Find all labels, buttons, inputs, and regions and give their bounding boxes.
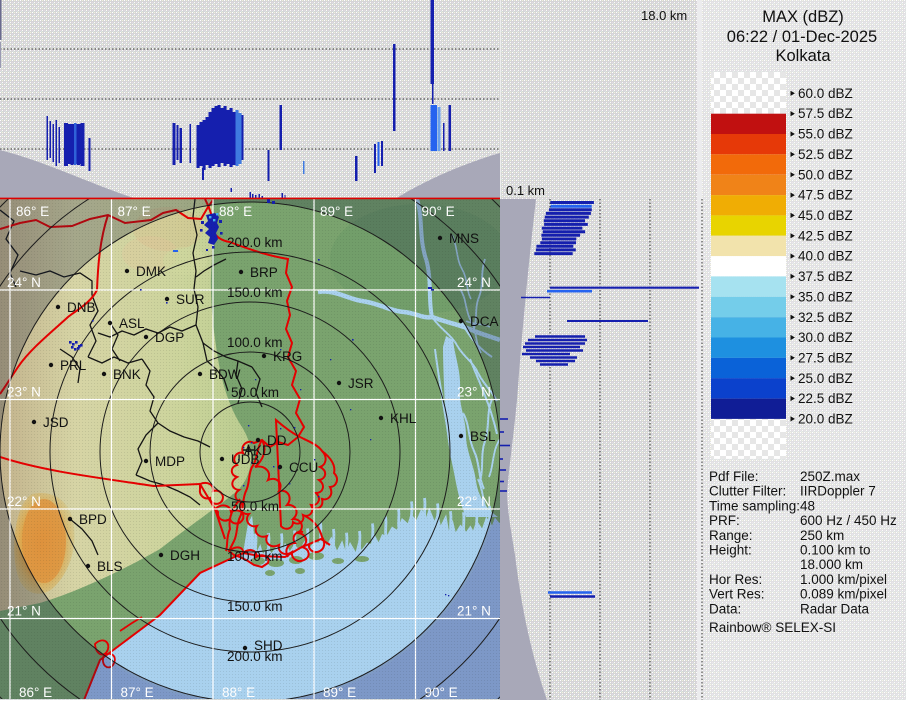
svg-text:250Z.max: 250Z.max xyxy=(800,469,860,484)
svg-text:Clutter Filter:: Clutter Filter: xyxy=(709,484,786,499)
svg-text:50.0 dBZ: 50.0 dBZ xyxy=(798,167,853,182)
svg-text:Range:: Range: xyxy=(709,528,753,543)
svg-text:0.089 km/pixel: 0.089 km/pixel xyxy=(800,587,887,602)
svg-text:Rainbow® SELEX-SI: Rainbow® SELEX-SI xyxy=(709,620,836,635)
svg-text:250 km: 250 km xyxy=(800,528,844,543)
svg-text:60.0 dBZ: 60.0 dBZ xyxy=(798,86,853,101)
svg-text:18.000 km: 18.000 km xyxy=(800,557,863,572)
svg-text:42.5 dBZ: 42.5 dBZ xyxy=(798,228,853,243)
svg-text:06:22 / 01-Dec-2025: 06:22 / 01-Dec-2025 xyxy=(727,28,877,46)
svg-text:22.5 dBZ: 22.5 dBZ xyxy=(798,391,853,406)
svg-text:PRF:: PRF: xyxy=(709,513,740,528)
svg-text:25.0 dBZ: 25.0 dBZ xyxy=(798,371,853,386)
svg-text:Time sampling:48: Time sampling:48 xyxy=(709,498,815,513)
svg-text:Kolkata: Kolkata xyxy=(775,47,831,65)
svg-text:57.5 dBZ: 57.5 dBZ xyxy=(798,106,853,121)
svg-text:Radar Data: Radar Data xyxy=(800,601,870,616)
svg-text:45.0 dBZ: 45.0 dBZ xyxy=(798,208,853,223)
svg-text:1.000 km/pixel: 1.000 km/pixel xyxy=(800,572,887,587)
svg-text:20.0 dBZ: 20.0 dBZ xyxy=(798,412,853,427)
svg-text:Vert Res:: Vert Res: xyxy=(709,587,765,602)
svg-text:37.5 dBZ: 37.5 dBZ xyxy=(798,269,853,284)
svg-text:MAX (dBZ): MAX (dBZ) xyxy=(762,8,844,26)
svg-text:Pdf File:: Pdf File: xyxy=(709,469,759,484)
svg-text:55.0 dBZ: 55.0 dBZ xyxy=(798,127,853,142)
svg-text:Hor Res:: Hor Res: xyxy=(709,572,762,587)
svg-text:18.0 km: 18.0 km xyxy=(641,8,687,23)
svg-text:35.0 dBZ: 35.0 dBZ xyxy=(798,289,853,304)
svg-text:600 Hz / 450 Hz: 600 Hz / 450 Hz xyxy=(800,513,897,528)
svg-text:IIRDoppler 7: IIRDoppler 7 xyxy=(800,484,876,499)
svg-text:47.5 dBZ: 47.5 dBZ xyxy=(798,188,853,203)
svg-text:0.100 km to: 0.100 km to xyxy=(800,543,871,558)
svg-text:Data:: Data: xyxy=(709,601,741,616)
svg-text:52.5 dBZ: 52.5 dBZ xyxy=(798,147,853,162)
svg-text:30.0 dBZ: 30.0 dBZ xyxy=(798,330,853,345)
svg-text:0.1 km: 0.1 km xyxy=(506,183,545,198)
svg-text:40.0 dBZ: 40.0 dBZ xyxy=(798,249,853,264)
svg-text:27.5 dBZ: 27.5 dBZ xyxy=(798,351,853,366)
svg-text:Height:: Height: xyxy=(709,543,752,558)
svg-text:32.5 dBZ: 32.5 dBZ xyxy=(798,310,853,325)
